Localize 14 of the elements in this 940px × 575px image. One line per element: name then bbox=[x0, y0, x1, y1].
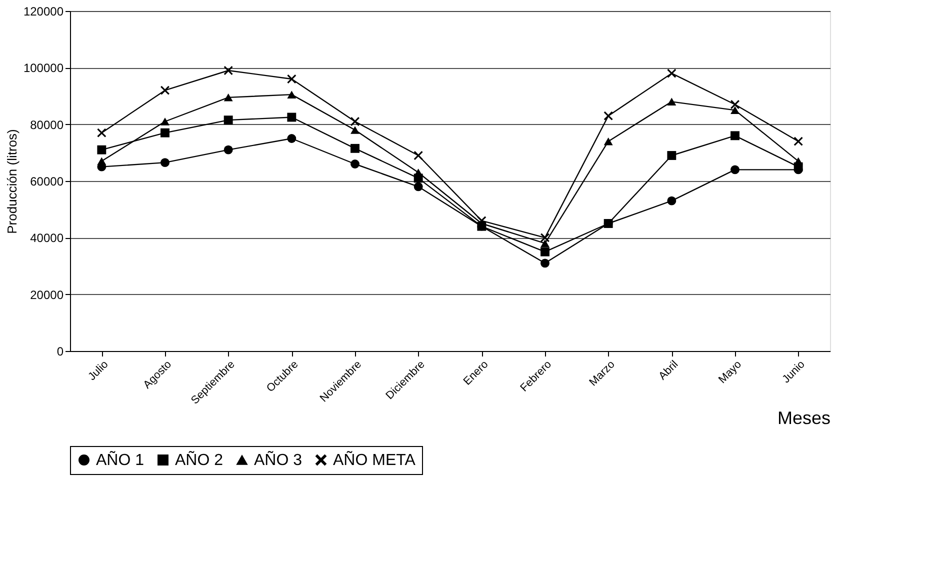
y-tick-label: 60000 bbox=[30, 174, 64, 188]
legend-label: AÑO 2 bbox=[175, 450, 224, 469]
y-tick-label: 0 bbox=[56, 344, 64, 358]
y-tick-label: 100000 bbox=[23, 61, 64, 76]
y-tick-label: 80000 bbox=[30, 118, 64, 132]
y-tick-label: 40000 bbox=[30, 231, 64, 246]
y-tick-label: 120000 bbox=[23, 4, 64, 18]
x-axis-title: Meses bbox=[777, 408, 830, 428]
y-tick-label: 20000 bbox=[30, 288, 64, 302]
y-axis-title: Producción (litros) bbox=[4, 129, 20, 234]
legend-label: AÑO 1 bbox=[96, 450, 144, 469]
legend-label: AÑO 3 bbox=[254, 450, 302, 469]
x-tick-label: Julio bbox=[86, 358, 111, 383]
legend-label: AÑO META bbox=[333, 450, 416, 469]
